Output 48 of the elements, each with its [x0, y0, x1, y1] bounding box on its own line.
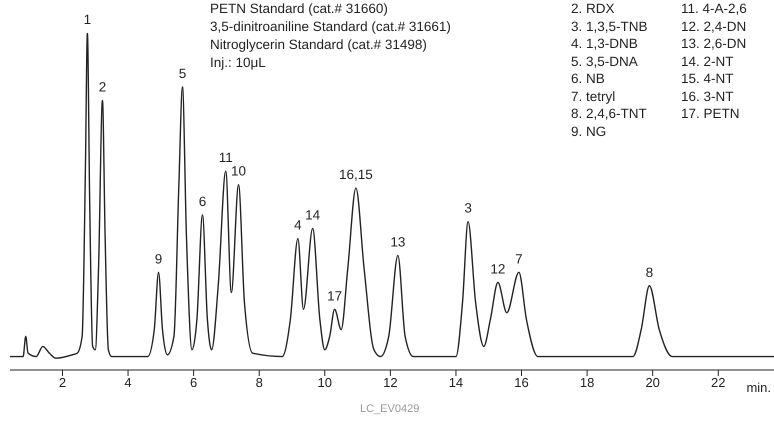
- annotation: 3: [464, 200, 472, 216]
- annotation: 1: [84, 12, 92, 27]
- x-tick-label: 12: [383, 375, 398, 390]
- annotation: 16. 3-NT: [681, 88, 735, 105]
- annotation: 14: [305, 207, 321, 222]
- annotation: 2: [98, 79, 106, 94]
- x-tick-label: 22: [711, 375, 726, 390]
- annotation: 5: [178, 66, 186, 81]
- annotation: 9: [154, 251, 162, 266]
- annotation: 8: [646, 264, 654, 280]
- x-tick-label: 6: [190, 375, 198, 390]
- x-tick-label: 18: [580, 375, 594, 390]
- text: PETN Standard (cat.# 31660): [210, 0, 389, 18]
- annotation: 16,15: [339, 167, 373, 182]
- x-tick-label: 4: [124, 375, 132, 390]
- annotation: Nitroglycerin Standard (cat.# 31498): [210, 36, 428, 54]
- annotation: 10: [231, 164, 246, 179]
- annotation: 9. NG: [571, 122, 608, 140]
- annotation: 8. 2,4,6-TNT: [571, 105, 648, 122]
- annotation: 7. tetryl: [571, 88, 616, 105]
- annotation: 3. 1,3,5-TNB: [571, 18, 648, 35]
- annotation: 11: [218, 150, 233, 166]
- annotation: 12. 2,4-DN: [681, 18, 747, 35]
- annotation: 13: [390, 234, 406, 250]
- x-tick-label: 20: [645, 375, 660, 390]
- annotation: 4: [294, 218, 302, 233]
- annotation: 5. 3,5-DNA: [571, 52, 639, 70]
- annotation: 17. PETN: [681, 105, 741, 122]
- annotation: Inj.: 10μL: [210, 54, 267, 72]
- annotation: 17: [327, 288, 342, 304]
- annotation: 15. 4-NT: [681, 70, 735, 88]
- annotation: 6: [198, 194, 206, 209]
- annotation: 7: [515, 251, 523, 266]
- x-tick-label: 16: [514, 375, 529, 390]
- annotation: 13. 2,6-DN: [681, 35, 747, 52]
- x-tick-label: 8: [256, 375, 263, 390]
- x-tick-label: 10: [318, 375, 332, 390]
- text: 2. RDX: [571, 0, 616, 18]
- text: 11. 4-A-2,6: [681, 0, 747, 18]
- annotation: 14. 2-NT: [681, 52, 735, 70]
- x-tick-label: 2: [58, 375, 66, 390]
- annotation: 3,5-dinitroaniline Standard (cat.# 31661): [210, 18, 451, 36]
- text: LC_EV0429: [360, 402, 420, 416]
- x-axis-title: min.: [746, 379, 771, 397]
- annotation: 12: [490, 261, 506, 276]
- annotation: 6. NB: [571, 70, 606, 88]
- x-tick-label: 14: [448, 375, 464, 390]
- annotation: 4. 1,3-DNB: [571, 35, 639, 52]
